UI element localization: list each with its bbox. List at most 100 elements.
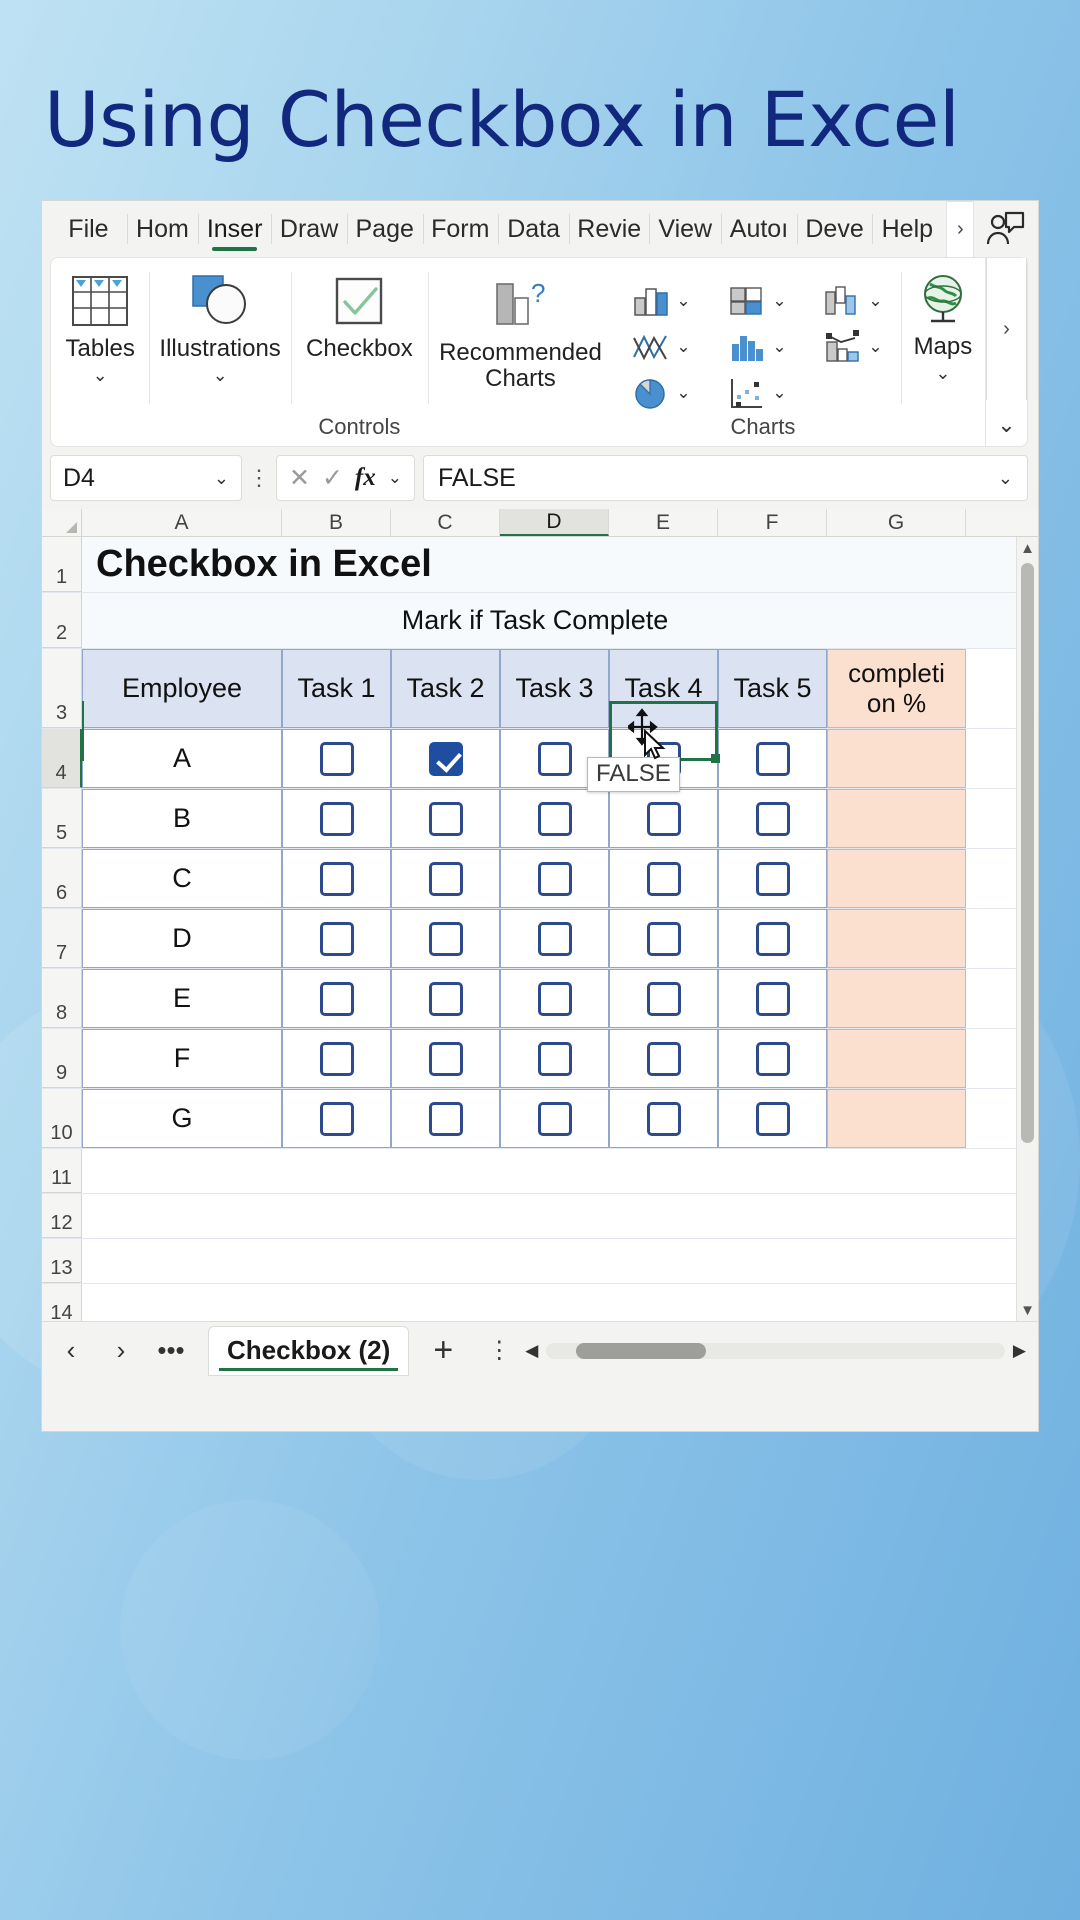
checkbox-control[interactable] [319,861,354,896]
combo-chart-button[interactable]: ⌄ [823,330,883,364]
ribbon-tab-review[interactable]: Revie [569,201,649,257]
ribbon-tab-data[interactable]: Data [498,201,569,257]
sheet-list-dots-icon[interactable]: ••• [157,1335,185,1365]
checkbox-control[interactable] [428,1041,463,1076]
cell-C7-checkbox[interactable] [391,909,500,968]
checkbox-control[interactable] [319,921,354,956]
cell-B7-checkbox[interactable] [282,909,391,968]
checkbox-control[interactable] [755,741,790,776]
ribbon-tab-file[interactable]: File [50,201,127,257]
checkbox-control[interactable] [755,981,790,1016]
tables-button[interactable]: Tables ⌄ [56,268,145,388]
checkbox-control[interactable] [755,1101,790,1136]
ribbon-collapse-chevron-down-icon[interactable]: ⌄ [997,412,1016,437]
row-header-4[interactable]: 4 [42,729,82,788]
checkbox-control[interactable] [319,981,354,1016]
add-sheet-button[interactable]: + [433,1331,454,1369]
row-header-11[interactable]: 11 [42,1149,82,1193]
header-task-1[interactable]: Task 1 [282,649,391,728]
checkbox-control[interactable] [646,1101,681,1136]
cancel-icon[interactable]: ✕ [289,464,310,492]
cell-B6-checkbox[interactable] [282,849,391,908]
row-header-1[interactable]: 1 [42,537,82,592]
cell-E6-checkbox[interactable] [609,849,718,908]
name-box[interactable]: D4 ⌄ [50,455,242,501]
checkbox-control[interactable] [646,801,681,836]
cell-merged-A2-G2-subtitle[interactable]: Mark if Task Complete [82,593,988,648]
checkbox-control[interactable] [319,1101,354,1136]
cell-C8-checkbox[interactable] [391,969,500,1028]
sheet-nav-next-icon[interactable]: › [116,1335,126,1365]
header-task-3[interactable]: Task 3 [500,649,609,728]
cell-G6-completion[interactable] [827,849,966,908]
hscroll-thumb[interactable] [576,1342,707,1359]
cell-E10-checkbox[interactable] [609,1089,718,1148]
hscroll-track[interactable] [546,1342,1005,1359]
hscroll-right-icon[interactable]: ▶ [1012,1340,1026,1360]
bar-chart-button[interactable]: ⌄ [727,284,787,318]
cell-B4-checkbox[interactable] [282,729,391,788]
cell-D7-checkbox[interactable] [500,909,609,968]
cell-A5-employee[interactable]: B [82,789,282,848]
checkbox-control[interactable] [319,801,354,836]
cell-F7-checkbox[interactable] [718,909,827,968]
checkbox-control[interactable] [537,921,572,956]
cell-A6-employee[interactable]: C [82,849,282,908]
chevron-down-icon[interactable]: ⌄ [676,383,691,402]
maps-chevron-down-icon[interactable]: ⌄ [935,362,951,383]
cell-D6-checkbox[interactable] [500,849,609,908]
cell-E9-checkbox[interactable] [609,1029,718,1088]
chevron-down-icon[interactable]: ⌄ [676,337,691,356]
cell-G7-completion[interactable] [827,909,966,968]
cell-F6-checkbox[interactable] [718,849,827,908]
cell-G9-completion[interactable] [827,1029,966,1088]
cell-E5-checkbox[interactable] [609,789,718,848]
vertical-scrollbar[interactable]: ▲ ▼ [1016,537,1038,1321]
checkbox-control[interactable] [428,981,463,1016]
column-header-F[interactable]: F [718,509,827,536]
cell-B10-checkbox[interactable] [282,1089,391,1148]
cell-D10-checkbox[interactable] [500,1089,609,1148]
checkbox-control[interactable] [428,921,463,956]
row-header-12[interactable]: 12 [42,1194,82,1238]
checkbox-control[interactable] [537,801,572,836]
horizontal-scrollbar[interactable]: ◀ ▶ [525,1341,1032,1361]
cell-C4-checkbox[interactable] [391,729,500,788]
scroll-up-icon[interactable]: ▲ [1020,539,1035,557]
column-header-C[interactable]: C [391,509,500,536]
sheet-tab-checkbox-2[interactable]: Checkbox (2) [208,1325,410,1376]
cell-G4-completion[interactable] [827,729,966,788]
ribbon-tab-view[interactable]: View [649,201,721,257]
column-header-D[interactable]: D [500,509,609,536]
checkbox-control[interactable] [755,801,790,836]
cell-A10-employee[interactable]: G [82,1089,282,1148]
tables-chevron-down-icon[interactable]: ⌄ [92,364,108,385]
row-header-13[interactable]: 13 [42,1239,82,1283]
cell-A7-employee[interactable]: D [82,909,282,968]
formula-expand-chevron-down-icon[interactable]: ⌄ [997,467,1013,488]
checkbox-control[interactable] [646,1041,681,1076]
chevron-down-icon[interactable]: ⌄ [772,337,787,356]
cell-C9-checkbox[interactable] [391,1029,500,1088]
cell-D5-checkbox[interactable] [500,789,609,848]
ribbon-tab-overflow-chevron-right-icon[interactable]: › [946,201,975,257]
function-chevron-down-icon[interactable]: ⌄ [387,468,402,487]
chevron-down-icon[interactable]: ⌄ [868,291,883,310]
cell-B8-checkbox[interactable] [282,969,391,1028]
cell-G8-completion[interactable] [827,969,966,1028]
checkbox-control[interactable] [646,921,681,956]
ribbon-tab-draw[interactable]: Draw [271,201,347,257]
cell-F4-checkbox[interactable] [718,729,827,788]
cell-G10-completion[interactable] [827,1089,966,1148]
header-completion-percent[interactable]: completi on % [827,649,966,728]
checkbox-control[interactable] [755,1041,790,1076]
chevron-down-icon[interactable]: ⌄ [676,291,691,310]
checkbox-control-checked[interactable] [428,741,463,776]
row-header-7[interactable]: 7 [42,909,82,968]
hscroll-left-icon[interactable]: ◀ [525,1340,539,1360]
ribbon-more-chevron-right-icon[interactable]: › [985,258,1027,400]
line-chart-button[interactable]: ⌄ [631,330,691,364]
checkbox-control[interactable] [755,921,790,956]
column-header-E[interactable]: E [609,509,718,536]
cell-G5-completion[interactable] [827,789,966,848]
